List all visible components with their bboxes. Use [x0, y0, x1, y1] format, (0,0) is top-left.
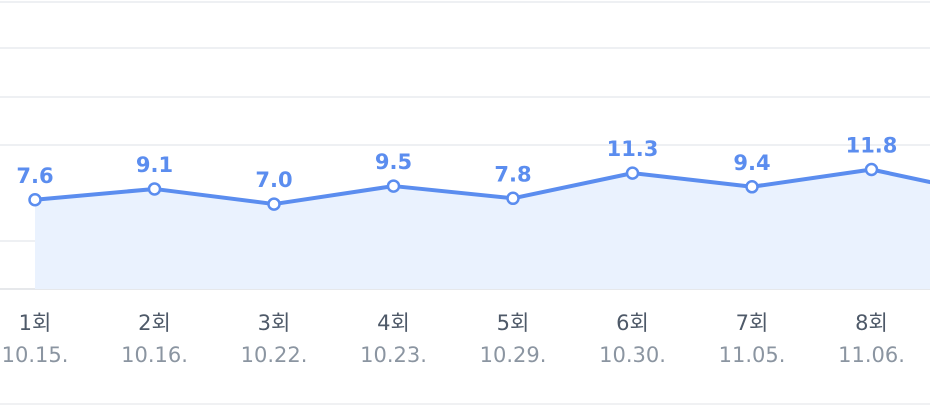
data-point: [506, 191, 520, 206]
value-label: 7.0: [255, 168, 292, 192]
data-point: [745, 180, 759, 194]
x-tick-date: 10.16.: [121, 343, 188, 367]
x-tick-date: 11.06.: [838, 343, 905, 367]
x-tick-label: 8회: [855, 311, 888, 335]
x-tick-label: 4회: [377, 311, 410, 335]
x-tick-date: 10.22.: [241, 343, 308, 367]
x-tick-label: 1회: [19, 311, 52, 335]
value-label: 11.8: [846, 134, 898, 158]
area-layer: [35, 169, 930, 289]
x-tick-label: 3회: [258, 311, 291, 335]
point-layer: [28, 162, 879, 211]
x-tick-date: 10.30.: [599, 343, 666, 367]
value-label: 9.4: [733, 151, 770, 175]
value-label: 11.3: [607, 137, 659, 161]
x-tick-label: 6회: [616, 311, 649, 335]
label-layer: 7.6 9.1 7.0 9.5 7.8 11.3 9.4 11.8: [16, 134, 897, 193]
data-point: [267, 197, 281, 211]
x-tick-label: 5회: [497, 311, 530, 335]
area-fill: [35, 169, 930, 289]
x-tick-label: 7회: [736, 311, 769, 335]
data-point: [386, 179, 401, 193]
value-label: 7.6: [16, 164, 53, 188]
x-tick-date: 11.05.: [719, 343, 786, 367]
value-label: 9.1: [136, 153, 173, 177]
value-label: 9.5: [375, 150, 412, 174]
x-tick-date: 10.15.: [2, 343, 69, 367]
data-point: [625, 166, 640, 180]
value-label: 7.8: [494, 162, 531, 186]
x-tick-date: 10.29.: [480, 343, 547, 367]
x-tick-date: 10.23.: [360, 343, 427, 367]
data-point: [147, 182, 162, 196]
x-tick-label: 2회: [138, 311, 171, 335]
data-point: [864, 162, 879, 177]
tick-layer: 1회 10.15. 2회 10.16. 3회 10.22. 4회 10.23. 5회 10.29.…: [2, 311, 905, 367]
data-point: [28, 193, 42, 207]
